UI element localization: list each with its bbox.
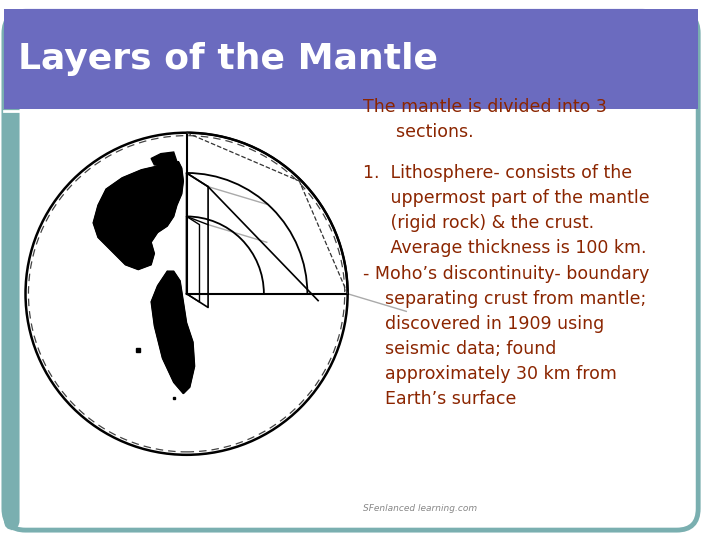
FancyBboxPatch shape [4,100,19,530]
Text: SFenlanced learning.com: SFenlanced learning.com [363,503,477,512]
Bar [650,9,698,109]
Text: Layers of the Mantle: Layers of the Mantle [17,42,438,76]
Text: - Moho’s discontinuity- boundary
    separating crust from mantle;
    discovere: - Moho’s discontinuity- boundary separat… [363,265,649,408]
Polygon shape [151,271,194,394]
Polygon shape [151,152,177,166]
Polygon shape [93,161,184,269]
Bar [4,9,698,109]
Text: 1.  Lithosphere- consists of the
     uppermost part of the mantle
     (rigid r: 1. Lithosphere- consists of the uppermos… [363,164,649,258]
Text: The mantle is divided into 3
      sections.: The mantle is divided into 3 sections. [363,98,606,141]
FancyBboxPatch shape [4,12,698,530]
FancyBboxPatch shape [4,9,664,109]
Circle shape [25,133,348,455]
